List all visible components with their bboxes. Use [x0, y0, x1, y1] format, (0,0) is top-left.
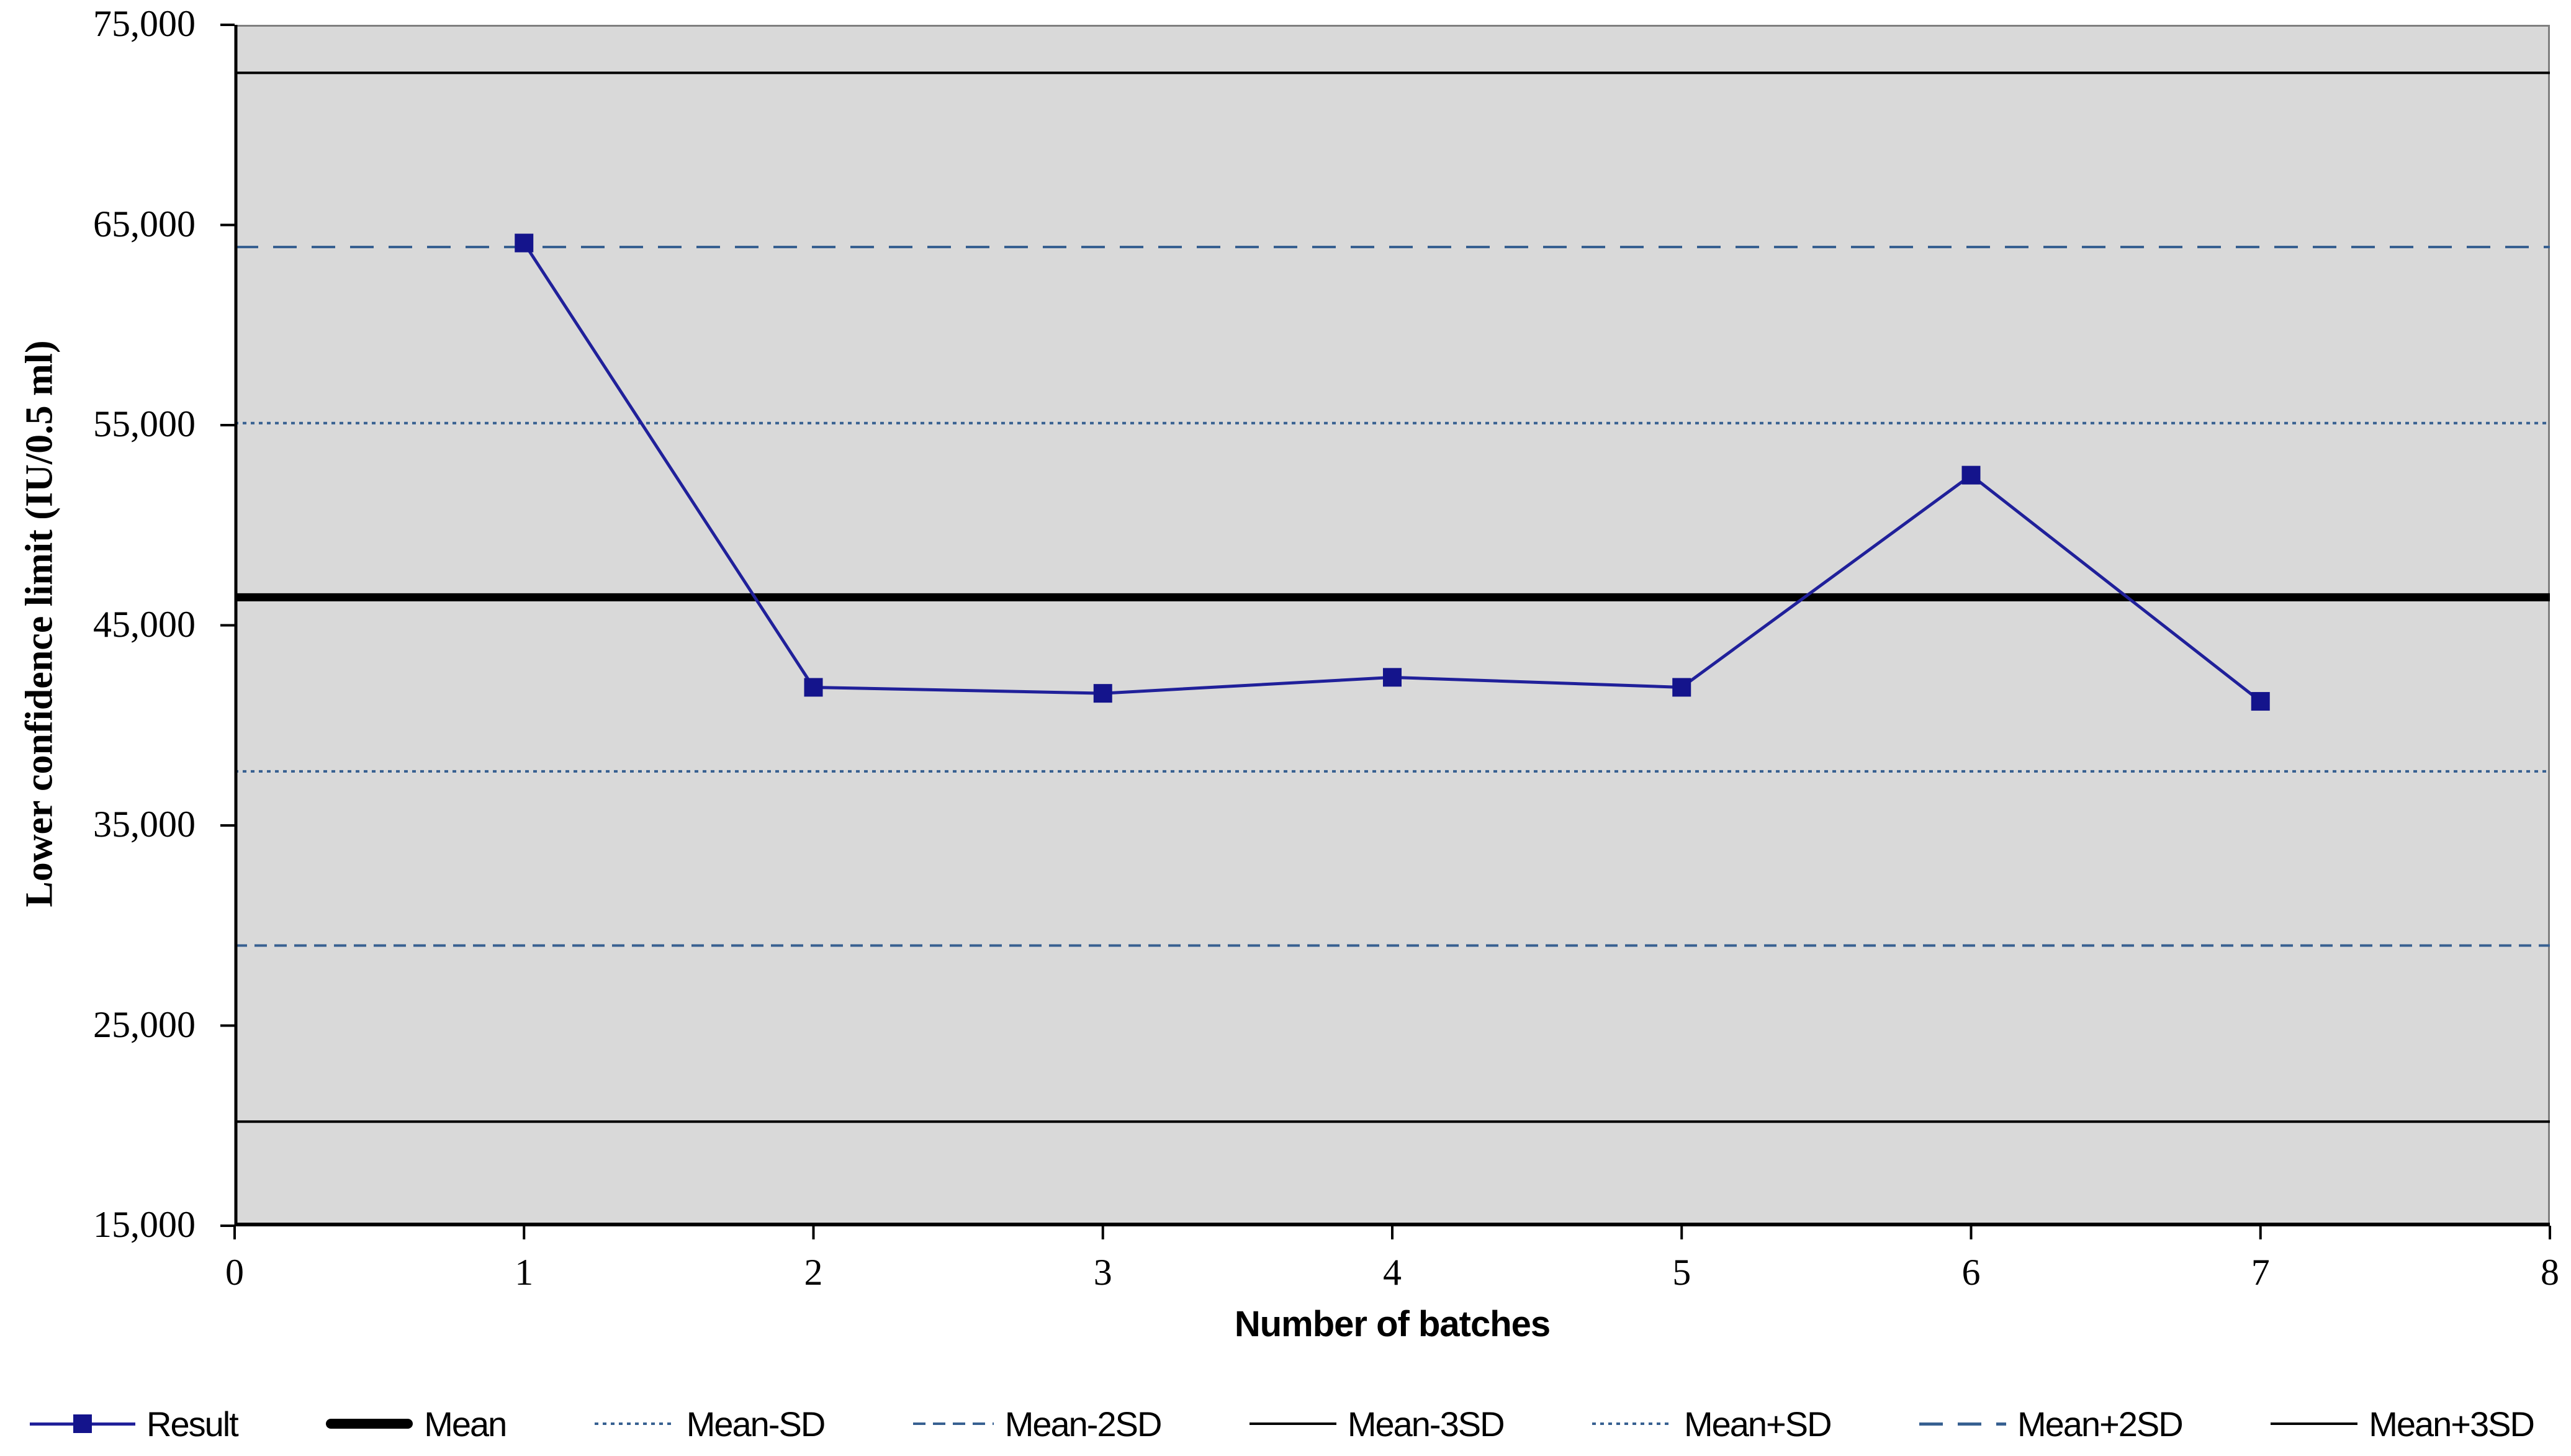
legend-swatch-result — [30, 1413, 135, 1434]
result-marker — [515, 233, 534, 253]
legend-label-mean-minus-3sd: Mean-3SD — [1347, 1404, 1505, 1444]
y-tick-label: 75,000 — [93, 3, 196, 45]
x-tick-label: 2 — [804, 1252, 823, 1293]
legend-item-mean-plus-sd: Mean+SD — [1592, 1404, 1832, 1444]
legend-label-mean: Mean — [424, 1404, 507, 1444]
y-tick-label: 15,000 — [93, 1204, 196, 1246]
result-marker — [2251, 692, 2270, 711]
result-marker — [804, 678, 823, 697]
legend-item-mean-minus-3sd: Mean-3SD — [1249, 1404, 1505, 1444]
legend-square-marker — [73, 1414, 92, 1433]
legend-item-mean-plus-3sd: Mean+3SD — [2271, 1404, 2535, 1444]
result-marker — [1961, 465, 1981, 485]
legend-swatch-mean-minus-3sd — [1249, 1422, 1336, 1425]
result-marker — [1093, 684, 1112, 703]
legend-swatch-mean-minus-sd — [594, 1422, 675, 1425]
legend-label-mean-plus-2sd: Mean+2SD — [2017, 1404, 2184, 1444]
legend-label-mean-minus-sd: Mean-SD — [686, 1404, 826, 1444]
y-tick-label: 25,000 — [93, 1004, 196, 1045]
result-marker — [1672, 678, 1691, 697]
x-tick-label: 7 — [2251, 1252, 2270, 1293]
y-tick-label: 35,000 — [93, 804, 196, 845]
legend-swatch-mean-plus-3sd — [2271, 1422, 2358, 1425]
legend-item-mean-plus-2sd: Mean+2SD — [1919, 1404, 2184, 1444]
x-axis-title: Number of batches — [1234, 1304, 1551, 1344]
y-tick-label: 45,000 — [93, 603, 196, 645]
y-tick-label: 65,000 — [93, 203, 196, 245]
legend-label-mean-plus-3sd: Mean+3SD — [2369, 1404, 2535, 1444]
legend-item-mean-minus-2sd: Mean-2SD — [912, 1404, 1163, 1444]
legend-swatch-mean — [326, 1419, 413, 1429]
legend: Result Mean Mean-SD Mean-2SD Mean-3SD Mean+SD… — [30, 1394, 2535, 1454]
legend-item-result: Result — [30, 1404, 239, 1444]
x-tick-label: 3 — [1093, 1252, 1112, 1293]
legend-swatch-mean-plus-2sd — [1919, 1422, 2006, 1426]
plot-background — [235, 25, 2550, 1226]
plot-border — [235, 25, 2550, 1226]
y-tick-label: 55,000 — [93, 403, 196, 445]
legend-item-mean-minus-sd: Mean-SD — [594, 1404, 826, 1444]
x-tick-label: 4 — [1383, 1252, 1402, 1293]
legend-label-mean-plus-sd: Mean+SD — [1683, 1404, 1832, 1444]
x-tick-label: 8 — [2541, 1252, 2559, 1293]
legend-swatch-mean-minus-2sd — [912, 1422, 994, 1425]
x-tick-label: 0 — [225, 1252, 244, 1293]
result-marker — [1383, 668, 1402, 687]
x-tick-label: 5 — [1672, 1252, 1691, 1293]
x-tick-label: 1 — [515, 1252, 534, 1293]
x-tick-label: 6 — [1961, 1252, 1981, 1293]
legend-item-mean: Mean — [326, 1404, 507, 1444]
legend-label-result: Result — [146, 1404, 239, 1444]
legend-label-mean-minus-2sd: Mean-2SD — [1004, 1404, 1163, 1444]
legend-swatch-mean-plus-sd — [1592, 1422, 1673, 1425]
